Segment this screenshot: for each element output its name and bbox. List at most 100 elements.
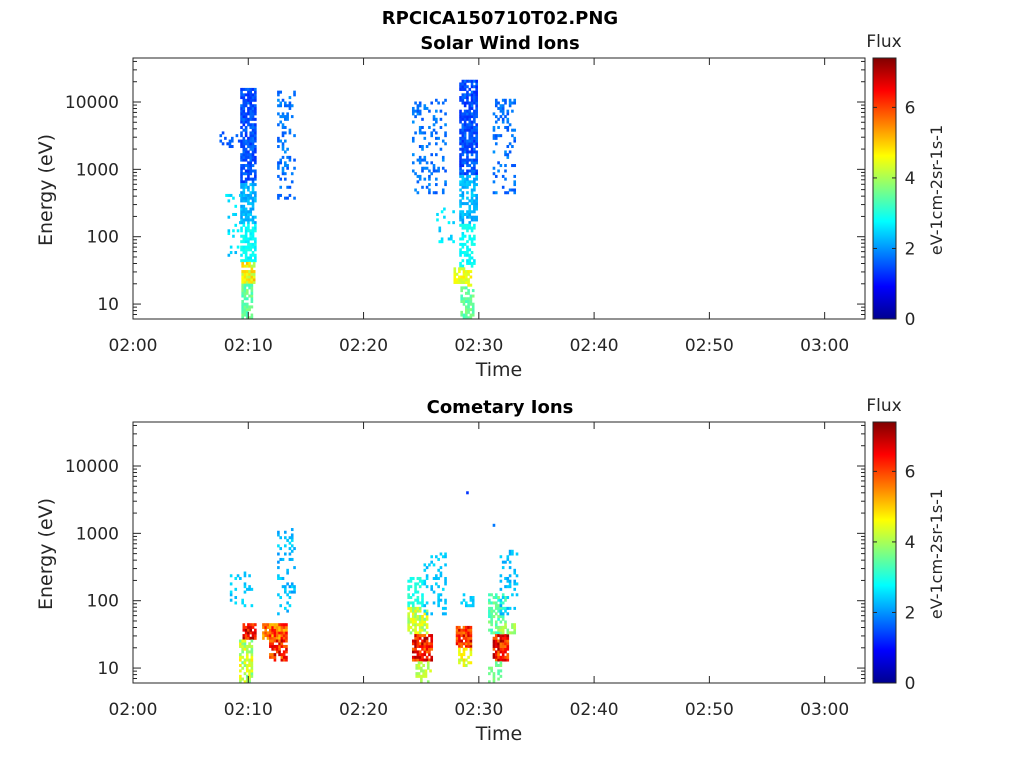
flux-cell bbox=[444, 552, 447, 556]
flux-cell bbox=[278, 623, 281, 627]
flux-cell bbox=[254, 256, 257, 260]
flux-cell bbox=[418, 620, 422, 624]
y-tick-label: 10 bbox=[97, 295, 119, 315]
flux-cell bbox=[418, 658, 422, 662]
flux-cell bbox=[437, 585, 440, 589]
flux-cell bbox=[251, 153, 255, 157]
flux-cell bbox=[423, 642, 427, 646]
flux-cell bbox=[414, 172, 417, 176]
flux-cell bbox=[459, 120, 462, 124]
flux-cell bbox=[470, 193, 474, 197]
flux-cell bbox=[460, 628, 463, 632]
flux-cell bbox=[475, 199, 478, 203]
flux-cell bbox=[290, 115, 294, 119]
flux-cell bbox=[439, 125, 443, 129]
flux-cell bbox=[421, 131, 424, 135]
flux-cell bbox=[423, 155, 427, 159]
flux-cell bbox=[247, 223, 250, 227]
flux-cell bbox=[466, 90, 469, 94]
flux-cell bbox=[248, 305, 251, 309]
flux-cell bbox=[241, 639, 244, 643]
flux-cell bbox=[466, 101, 469, 105]
flux-cell bbox=[506, 596, 510, 600]
flux-cell bbox=[473, 207, 476, 211]
flux-cell bbox=[420, 669, 423, 673]
flux-cell bbox=[244, 117, 248, 121]
flux-cell bbox=[468, 101, 472, 105]
flux-cell bbox=[251, 112, 255, 116]
flux-cell bbox=[254, 223, 257, 227]
flux-cell bbox=[251, 177, 255, 181]
colorbar-label: eV-1cm-2sr-1s-1 bbox=[927, 489, 946, 619]
flux-cell bbox=[235, 134, 239, 138]
flux-cell bbox=[285, 636, 288, 640]
flux-cell bbox=[463, 128, 467, 132]
flux-cell bbox=[273, 658, 277, 662]
flux-cell bbox=[423, 604, 427, 608]
flux-cell bbox=[501, 185, 505, 189]
flux-cell bbox=[284, 536, 287, 540]
flux-cell bbox=[461, 193, 465, 197]
flux-cell bbox=[473, 98, 476, 102]
flux-cell bbox=[511, 145, 514, 149]
flux-cell bbox=[282, 639, 286, 643]
flux-cell bbox=[468, 259, 472, 263]
flux-cell bbox=[240, 183, 243, 187]
flux-cell bbox=[464, 625, 468, 629]
flux-cell bbox=[444, 180, 447, 184]
flux-cell bbox=[508, 188, 512, 192]
flux-cell bbox=[468, 221, 472, 225]
flux-cell bbox=[475, 85, 478, 89]
flux-cell bbox=[244, 634, 248, 638]
flux-cell bbox=[468, 123, 472, 127]
flux-cell bbox=[277, 166, 280, 170]
flux-cell bbox=[277, 560, 280, 564]
flux-cell bbox=[249, 218, 253, 222]
flux-cell bbox=[232, 234, 235, 238]
x-tick-label: 03:00 bbox=[800, 336, 849, 356]
flux-cell bbox=[473, 120, 476, 124]
flux-cell bbox=[243, 582, 247, 586]
flux-cell bbox=[455, 272, 459, 276]
flux-cell bbox=[241, 280, 244, 284]
flux-cell bbox=[501, 120, 505, 124]
flux-cell bbox=[453, 272, 457, 276]
flux-cell bbox=[453, 280, 457, 284]
flux-cell bbox=[499, 669, 503, 673]
flux-cell bbox=[249, 90, 253, 94]
flux-cell bbox=[467, 628, 470, 632]
flux-cell bbox=[467, 631, 470, 635]
flux-cell bbox=[506, 628, 510, 632]
flux-cell bbox=[418, 101, 422, 105]
flux-cell bbox=[273, 644, 277, 648]
flux-cell bbox=[239, 655, 242, 659]
flux-cell bbox=[499, 598, 503, 602]
flux-cell bbox=[459, 202, 462, 206]
flux-cell bbox=[280, 628, 284, 632]
flux-cell bbox=[468, 164, 472, 168]
flux-cell bbox=[499, 164, 503, 168]
axes: 02:00 02:10 02:20 02:30 02:40 02:50 03:0010100… bbox=[65, 422, 865, 720]
flux-cell bbox=[501, 104, 505, 108]
flux-cell bbox=[473, 261, 476, 265]
flux-cell bbox=[439, 109, 443, 113]
flux-cell bbox=[241, 647, 244, 651]
flux-cell bbox=[460, 280, 463, 284]
flux-cell bbox=[459, 82, 462, 86]
flux-cell bbox=[504, 164, 507, 168]
flux-cell bbox=[247, 193, 250, 197]
flux-cell bbox=[501, 636, 505, 640]
flux-cell bbox=[450, 234, 453, 238]
flux-cell bbox=[249, 93, 253, 97]
flux-cell bbox=[242, 636, 246, 640]
flux-cell bbox=[247, 245, 250, 249]
flux-cell bbox=[444, 601, 447, 605]
flux-cell bbox=[467, 272, 470, 276]
flux-cell bbox=[244, 164, 248, 168]
panel-solar-wind-ions: Solar Wind Ions 02:00 02:10 02:20 02:30 02:4… bbox=[35, 32, 946, 381]
flux-cell bbox=[282, 636, 286, 640]
flux-cell bbox=[488, 620, 491, 624]
flux-cell bbox=[430, 639, 434, 643]
flux-cell bbox=[249, 237, 253, 241]
flux-cell bbox=[441, 101, 445, 105]
